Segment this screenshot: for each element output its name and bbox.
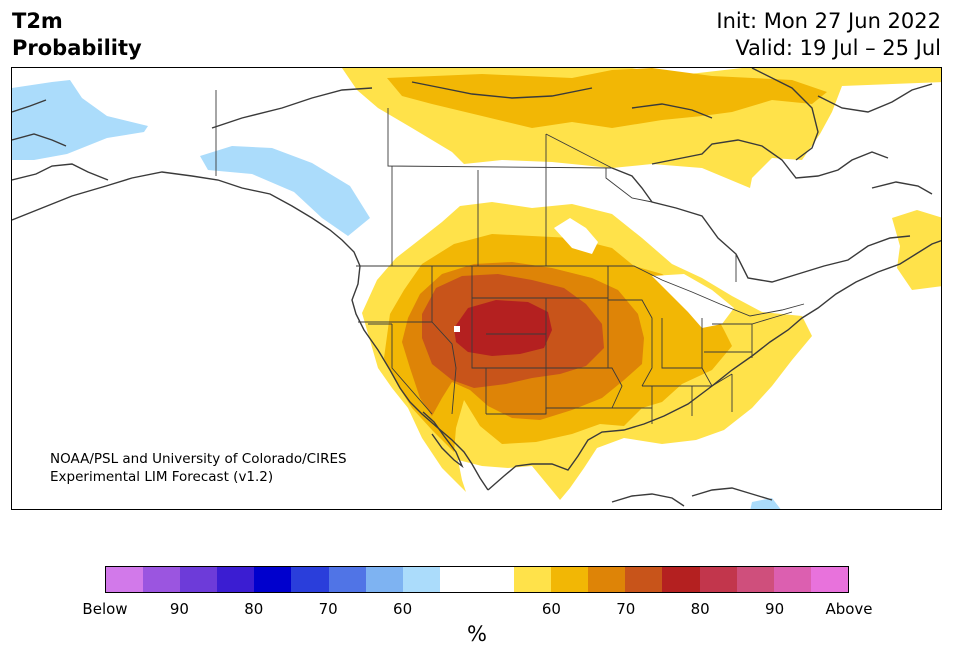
- colorbar-tick-label: Below: [82, 600, 128, 618]
- colorbar-tick-label: Above: [825, 600, 873, 618]
- valid-range: Valid: 19 Jul – 25 Jul: [735, 36, 941, 60]
- colorbar: [105, 566, 849, 593]
- attribution: NOAA/PSL and University of Colorado/CIRE…: [50, 450, 347, 486]
- colorbar-segment: [514, 567, 552, 592]
- cold-region-bc-coast: [200, 146, 370, 236]
- great-lakes-white: [652, 274, 734, 328]
- forecast-dates: Init: Mon 27 Jun 2022 Valid: 19 Jul – 25…: [716, 8, 941, 62]
- colorbar-tick-label: 90: [765, 600, 785, 618]
- colorbar-tick-label: 60: [541, 600, 561, 618]
- colorbar-segment: [476, 567, 515, 592]
- attribution-line-2: Experimental LIM Forecast (v1.2): [50, 469, 274, 485]
- cold-region-caribbean: [750, 498, 781, 509]
- probability-map: NOAA/PSL and University of Colorado/CIRE…: [11, 67, 942, 510]
- map-canvas: [12, 68, 941, 509]
- colorbar-segment: [736, 567, 774, 592]
- attribution-line-1: NOAA/PSL and University of Colorado/CIRE…: [50, 451, 347, 467]
- colorbar-tick-label: 70: [318, 600, 338, 618]
- white-patch-manitoba: [554, 218, 598, 254]
- colorbar-segment: [625, 567, 663, 592]
- title-line-1: T2m: [12, 9, 63, 33]
- colorbar-segment: [254, 567, 292, 592]
- colorbar-tick-label: 90: [169, 600, 189, 618]
- colorbar-segment: [328, 567, 366, 592]
- warm-region-arctic-mid: [387, 68, 827, 128]
- title-line-2: Probability: [12, 36, 142, 60]
- colorbar-segment: [291, 567, 329, 592]
- colorbar-segment: [773, 567, 811, 592]
- colorbar-segment: [180, 567, 218, 592]
- init-date: Init: Mon 27 Jun 2022: [716, 9, 941, 33]
- colorbar-segment: [402, 567, 440, 592]
- colorbar-segment: [143, 567, 181, 592]
- map-title: T2m Probability: [12, 8, 142, 62]
- colorbar-unit: %: [467, 622, 487, 646]
- warm-region-usa-75: [454, 300, 552, 356]
- colorbar-tick-label: 60: [393, 600, 413, 618]
- warm-region-newfoundland: [892, 210, 941, 290]
- political-borders: [215, 90, 805, 424]
- colorbar-segment: [106, 567, 144, 592]
- white-patch-utah: [454, 326, 460, 332]
- colorbar-tick-label: 80: [690, 600, 710, 618]
- colorbar-segment: [810, 567, 848, 592]
- colorbar-segment: [551, 567, 589, 592]
- colorbar-segment: [439, 567, 477, 592]
- colorbar-segment: [662, 567, 700, 592]
- colorbar-tick-label: 70: [616, 600, 636, 618]
- colorbar-segment: [217, 567, 255, 592]
- coastlines: [12, 68, 941, 507]
- colorbar-segment: [699, 567, 737, 592]
- cold-region-alaska: [12, 80, 148, 160]
- colorbar-segment: [588, 567, 626, 592]
- colorbar-tick-label: 80: [244, 600, 264, 618]
- colorbar-segment: [365, 567, 403, 592]
